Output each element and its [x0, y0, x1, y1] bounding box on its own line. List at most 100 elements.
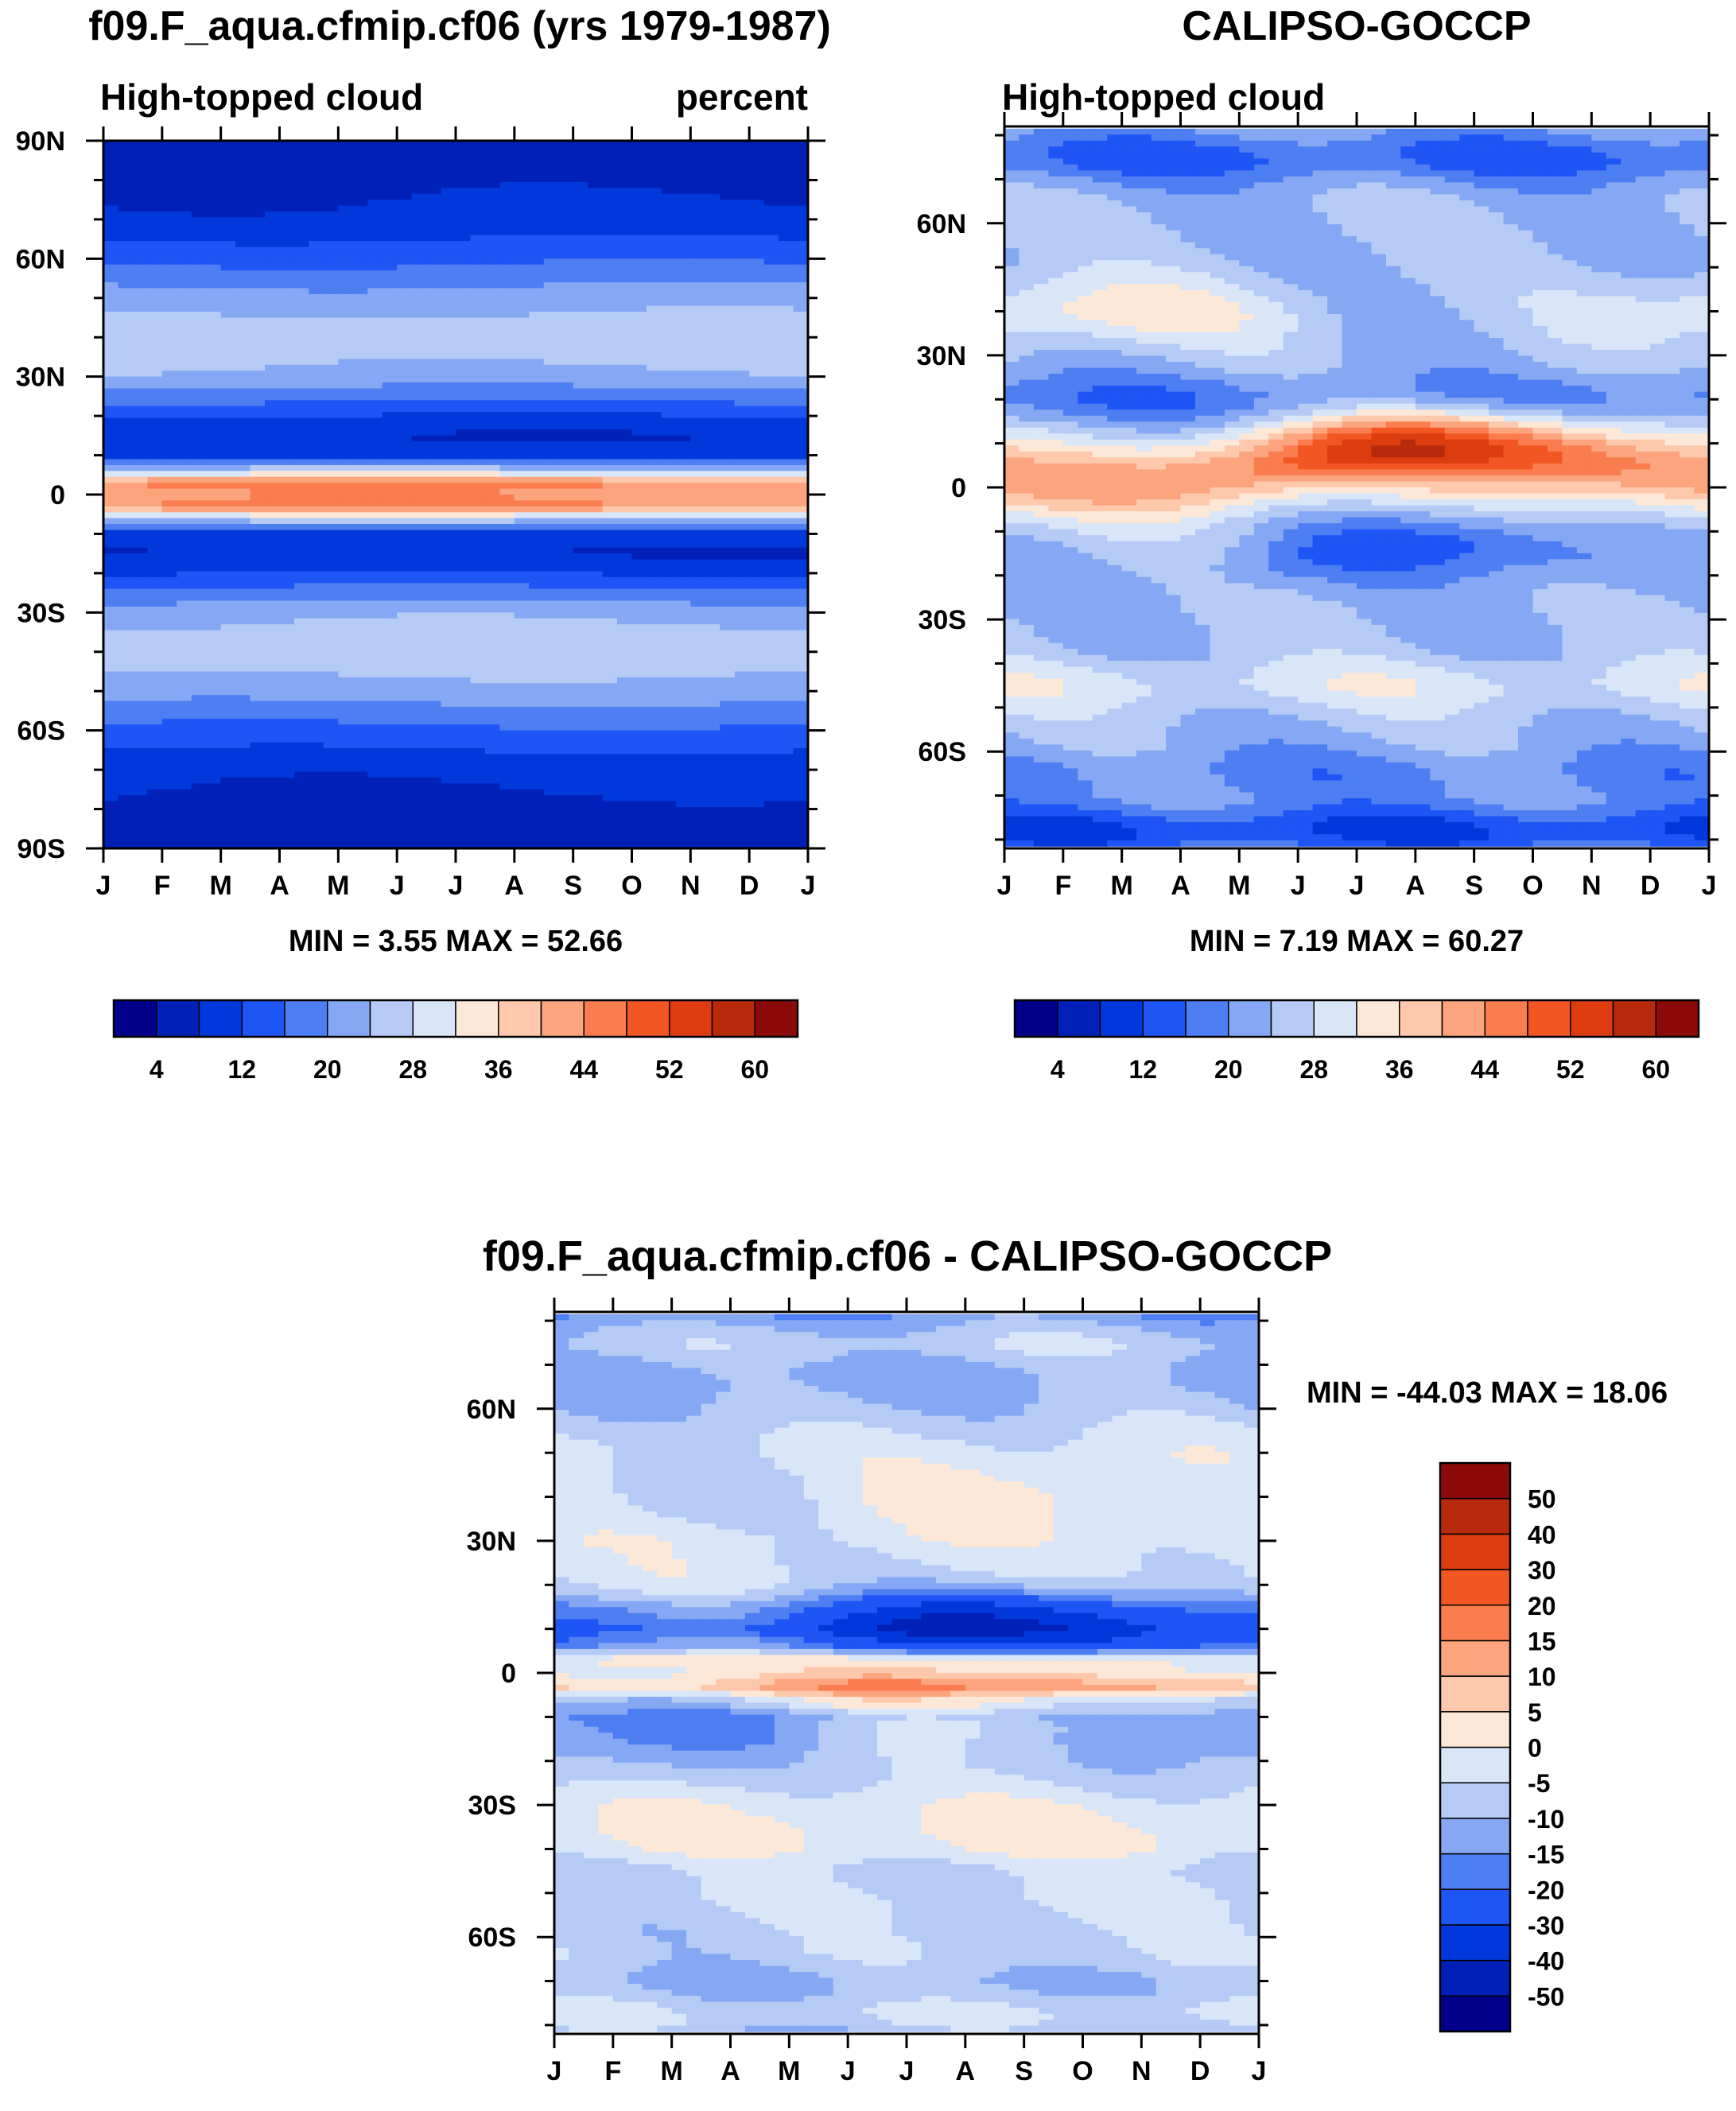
model-cell	[763, 264, 779, 271]
model-cell	[631, 146, 647, 153]
model-cell	[514, 471, 530, 478]
model-cell	[352, 300, 368, 307]
model-cell	[720, 559, 736, 566]
model-cell	[793, 252, 809, 259]
model-cell	[514, 559, 530, 566]
model-cell	[118, 193, 134, 200]
model-cell	[338, 612, 354, 619]
model-cell	[602, 188, 618, 195]
model-cell	[588, 323, 604, 330]
model-cell	[132, 152, 148, 159]
model-cell	[441, 506, 456, 513]
model-cell	[543, 666, 559, 673]
model-cell	[720, 300, 736, 307]
model-cell	[588, 453, 604, 460]
model-cell	[382, 258, 398, 266]
model-cell	[279, 176, 295, 183]
model-cell	[206, 683, 222, 690]
model-cell	[484, 406, 500, 413]
model-cell	[602, 258, 618, 266]
model-cell	[293, 730, 310, 737]
model-cell	[499, 264, 515, 271]
model-cell	[352, 400, 368, 407]
model-cell	[118, 588, 134, 596]
model-cell	[293, 483, 310, 490]
model-cell	[514, 146, 530, 153]
model-cell	[191, 447, 207, 454]
model-cell	[161, 718, 177, 725]
model-cell	[309, 500, 324, 507]
model-cell	[470, 500, 486, 507]
model-cell	[338, 371, 354, 378]
model-cell	[411, 624, 427, 631]
model-cell	[132, 707, 148, 714]
model-cell	[426, 364, 442, 371]
model-cell	[235, 736, 251, 743]
model-cell	[103, 747, 119, 755]
model-cell	[617, 495, 633, 502]
model-cell	[661, 654, 677, 661]
model-cell	[484, 666, 500, 673]
model-cell	[484, 530, 500, 537]
model-cell	[293, 417, 310, 425]
model-cell	[720, 630, 736, 637]
model-cell	[631, 689, 647, 696]
model-cell	[617, 258, 633, 266]
model-cell	[382, 217, 398, 224]
model-cell	[749, 630, 765, 637]
model-cell	[631, 188, 647, 195]
model-cell	[352, 571, 368, 578]
model-cell	[250, 654, 266, 661]
model-cell	[397, 300, 413, 307]
model-cell	[177, 483, 192, 490]
model-cell	[220, 406, 236, 413]
model-cell	[206, 512, 222, 519]
model-cell	[675, 447, 691, 454]
model-cell	[338, 353, 354, 360]
model-cell	[661, 300, 677, 307]
model-cell	[588, 524, 604, 531]
model-cell	[161, 382, 177, 390]
model-cell	[690, 200, 706, 207]
model-cell	[514, 353, 530, 360]
model-cell	[235, 158, 251, 165]
model-cell	[602, 700, 618, 708]
model-cell	[309, 700, 324, 708]
model-cell	[220, 200, 236, 207]
model-cell	[646, 518, 662, 525]
model-cell	[323, 323, 339, 330]
model-cell	[793, 388, 809, 395]
model-cell	[265, 258, 281, 266]
model-cell	[690, 312, 706, 319]
model-cell	[118, 371, 134, 378]
model-cell	[206, 600, 222, 607]
model-cell	[573, 223, 588, 230]
model-cell	[177, 453, 192, 460]
model-cell	[352, 541, 368, 549]
model-cell	[103, 712, 119, 720]
model-cell	[132, 488, 148, 495]
model-cell	[631, 406, 647, 413]
model-cell	[514, 712, 530, 720]
model-cell	[456, 495, 472, 502]
model-cell	[279, 459, 295, 466]
model-cell	[470, 193, 486, 200]
model-cell	[132, 736, 148, 743]
model-cell	[426, 435, 442, 442]
model-cell	[220, 524, 236, 531]
model-cell	[235, 588, 251, 596]
model-cell	[617, 471, 633, 478]
model-cell	[323, 718, 339, 725]
model-cell	[147, 647, 163, 654]
model-cell	[720, 193, 736, 200]
model-cell	[293, 241, 310, 248]
model-cell	[484, 335, 500, 342]
model-cell	[705, 270, 720, 277]
model-cell	[661, 264, 677, 271]
model-cell	[323, 312, 339, 319]
model-cell	[411, 636, 427, 643]
model-cell	[382, 312, 398, 319]
model-cell	[602, 553, 618, 561]
model-cell	[250, 600, 266, 607]
model-cell	[602, 353, 618, 360]
